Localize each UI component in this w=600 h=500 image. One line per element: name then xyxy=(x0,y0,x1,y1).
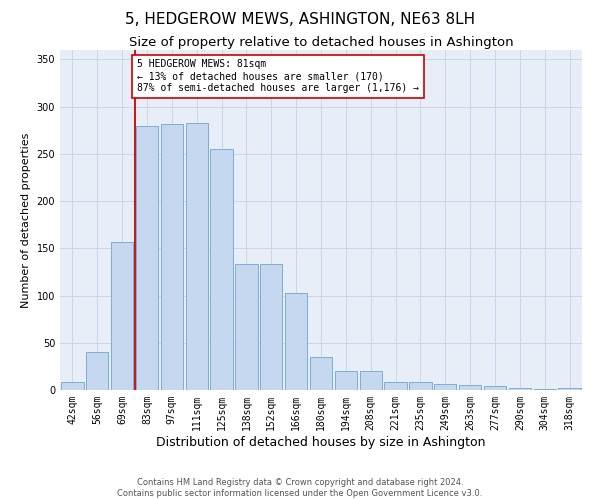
Bar xyxy=(136,126,158,390)
Bar xyxy=(509,388,531,390)
Bar xyxy=(61,382,83,390)
Text: 5, HEDGEROW MEWS, ASHINGTON, NE63 8LH: 5, HEDGEROW MEWS, ASHINGTON, NE63 8LH xyxy=(125,12,475,28)
Bar xyxy=(211,149,233,390)
Bar xyxy=(434,384,457,390)
Bar xyxy=(409,382,431,390)
Bar xyxy=(484,386,506,390)
Bar xyxy=(235,264,257,390)
Bar xyxy=(260,264,283,390)
Bar xyxy=(310,357,332,390)
Text: 5 HEDGEROW MEWS: 81sqm
← 13% of detached houses are smaller (170)
87% of semi-de: 5 HEDGEROW MEWS: 81sqm ← 13% of detached… xyxy=(137,60,419,92)
Title: Size of property relative to detached houses in Ashington: Size of property relative to detached ho… xyxy=(128,36,514,49)
Bar xyxy=(459,386,481,390)
Bar xyxy=(86,352,109,390)
Bar xyxy=(111,242,133,390)
Bar xyxy=(533,389,556,390)
Bar xyxy=(161,124,183,390)
Text: Contains HM Land Registry data © Crown copyright and database right 2024.
Contai: Contains HM Land Registry data © Crown c… xyxy=(118,478,482,498)
Bar xyxy=(385,382,407,390)
Bar xyxy=(559,388,581,390)
Bar xyxy=(359,371,382,390)
Y-axis label: Number of detached properties: Number of detached properties xyxy=(21,132,31,308)
X-axis label: Distribution of detached houses by size in Ashington: Distribution of detached houses by size … xyxy=(156,436,486,448)
Bar xyxy=(335,371,357,390)
Bar xyxy=(185,122,208,390)
Bar xyxy=(285,292,307,390)
